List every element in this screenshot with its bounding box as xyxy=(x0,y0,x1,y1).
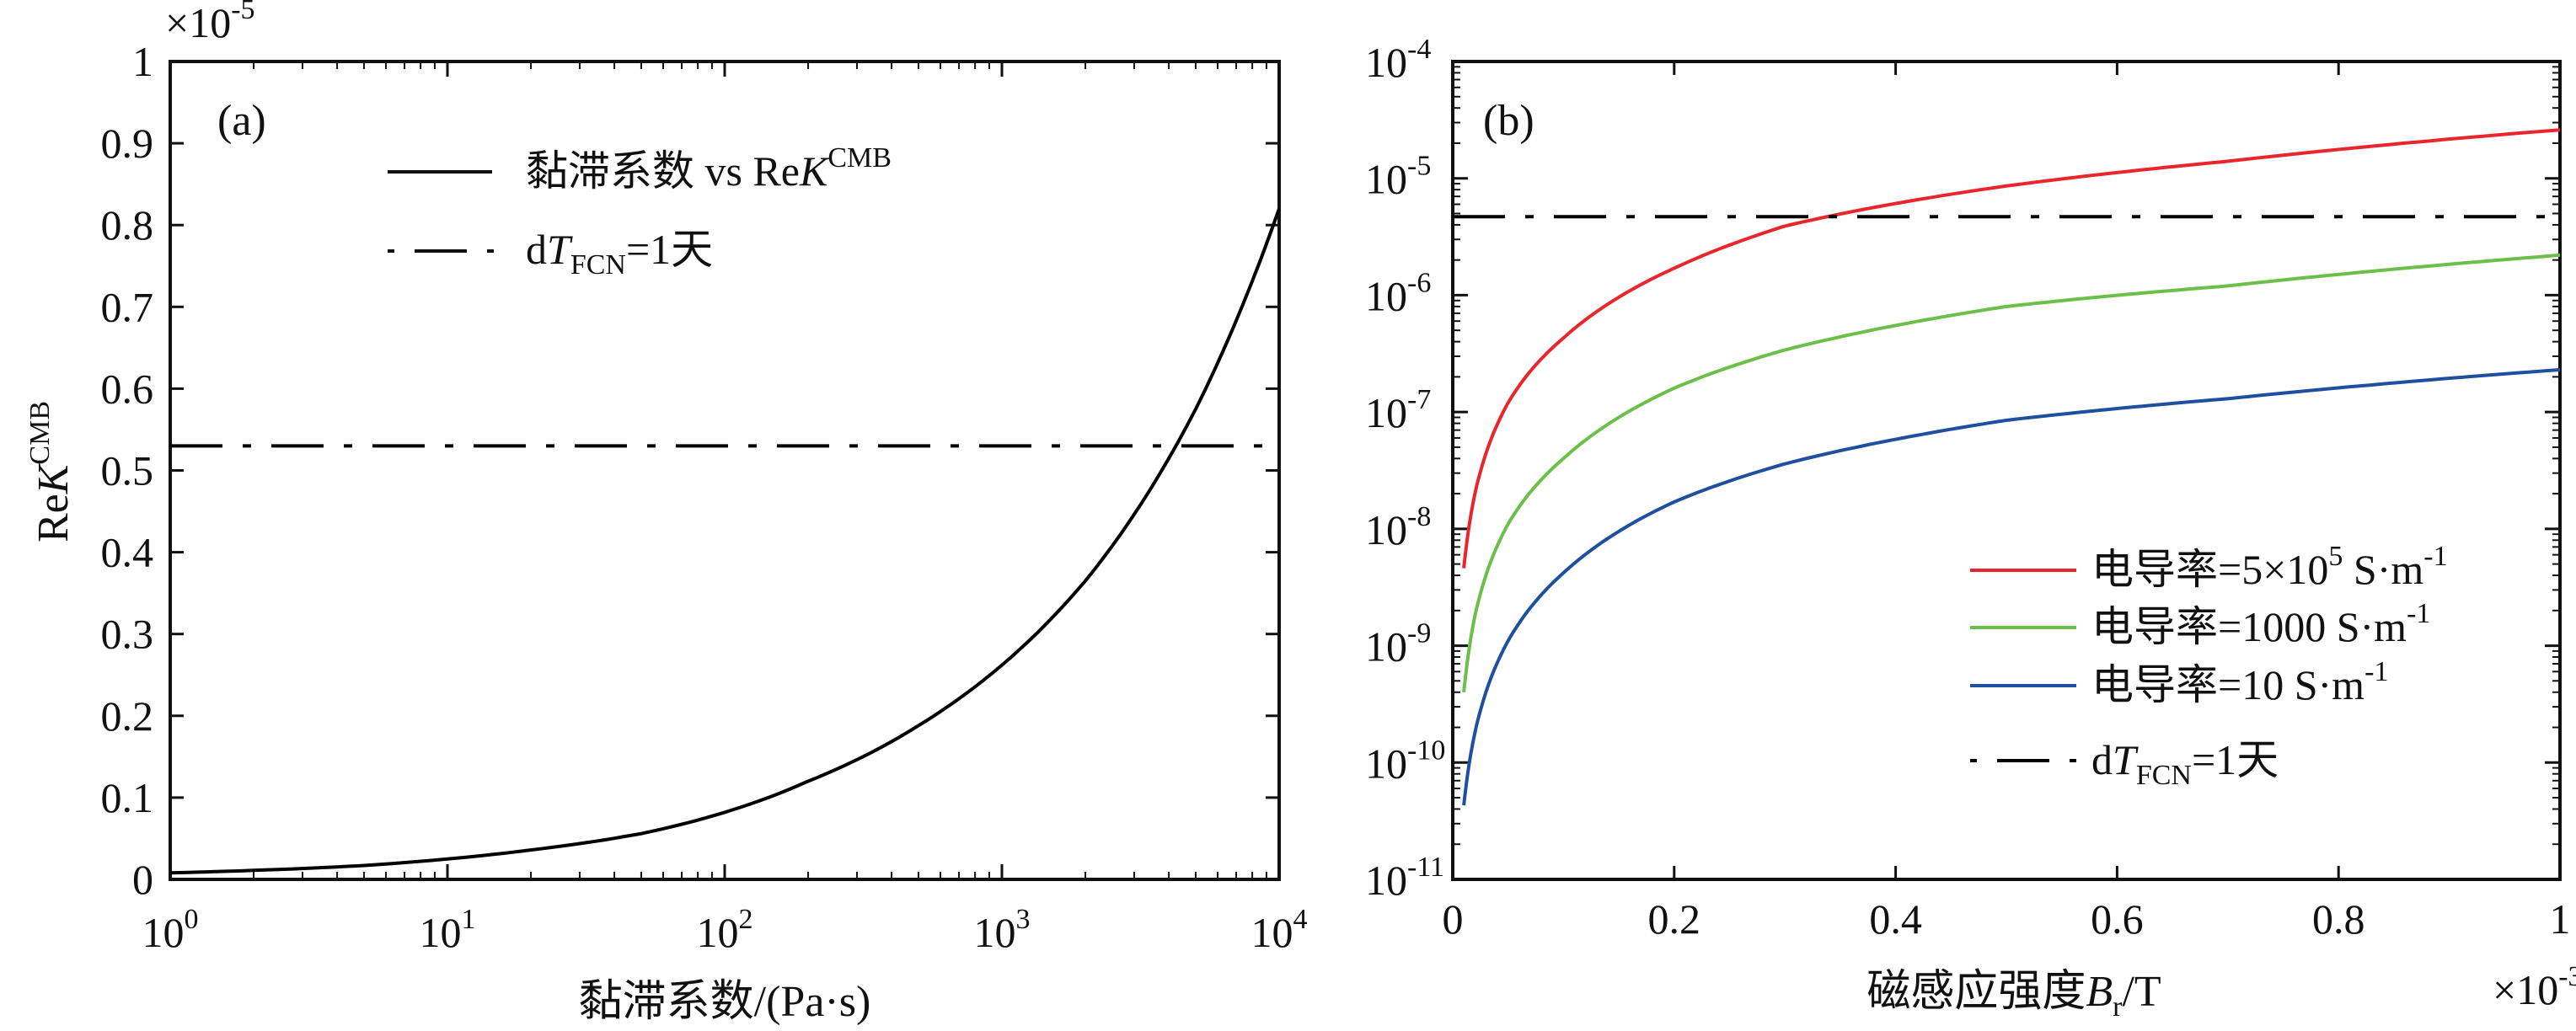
panel-label-b: (b) xyxy=(1483,97,1534,145)
x-tick-label-b: 1 xyxy=(2550,895,2571,943)
y-tick-label-b: 10-5 xyxy=(1365,151,1431,203)
y-multiplier-a: ×10-5 xyxy=(165,0,255,46)
y-tick-label-b: 10-4 xyxy=(1365,34,1431,86)
y-tick-label-a: 0.7 xyxy=(101,283,154,330)
y-tick-label-a: 0.4 xyxy=(101,529,154,576)
y-tick-label-a: 0.8 xyxy=(101,201,154,248)
x-multiplier-b: ×10-3 xyxy=(2493,961,2576,1013)
x-tick-label-b: 0 xyxy=(1443,895,1464,943)
x-axis-label-a: 黏滞系数/(Pa·s) xyxy=(579,978,871,1026)
plot-frame-b xyxy=(1451,60,2562,881)
x-tick-label-a: 100 xyxy=(142,904,199,956)
y-tick-label-a: 1 xyxy=(132,38,153,85)
legend-label-a-0: 黏滞系数 vs ReKCMB xyxy=(526,142,892,195)
y-tick-label-b: 10-10 xyxy=(1365,735,1445,787)
y-tick-label-b: 10-11 xyxy=(1365,852,1444,904)
y-axis-label-a: ReKCMB xyxy=(24,401,78,542)
y-tick-label-a: 0.6 xyxy=(101,365,154,412)
x-tick-label-b: 0.8 xyxy=(2312,895,2365,943)
x-tick-label-a: 103 xyxy=(974,904,1031,956)
y-tick-label-a: 0.1 xyxy=(101,774,154,821)
y-tick-label-b: 10-6 xyxy=(1365,267,1431,319)
y-tick-label-b: 10-9 xyxy=(1365,618,1431,670)
y-tick-label-a: 0.5 xyxy=(101,447,154,494)
x-tick-label-a: 104 xyxy=(1251,904,1308,956)
x-axis-label-b: 磁感应强度Br/T xyxy=(1866,968,2161,1023)
legend-label-b-2: 电导率=10 S·m-1 xyxy=(2091,656,2388,708)
y-tick-label-a: 0.2 xyxy=(101,692,154,740)
y-tick-label-b: 10-7 xyxy=(1365,384,1431,436)
legend-label-a-1: dTFCN=1天 xyxy=(526,226,713,280)
y-tick-label-a: 0.3 xyxy=(101,611,154,658)
y-tick-label-a: 0 xyxy=(132,856,153,903)
y-tick-label-a: 0.9 xyxy=(101,120,154,167)
legend-label-b-1: 电导率=1000 S·m-1 xyxy=(2091,598,2430,650)
series-line-b-2 xyxy=(1462,368,2561,806)
panel-label-a: (a) xyxy=(217,97,266,145)
legend-label-b-3: dTFCN=1天 xyxy=(2091,736,2279,791)
series-line-b-1 xyxy=(1462,253,2561,693)
x-tick-label-a: 101 xyxy=(420,904,476,956)
x-tick-label-b: 0.6 xyxy=(2091,895,2144,943)
x-tick-label-b: 0.2 xyxy=(1648,895,1701,943)
x-tick-label-a: 102 xyxy=(697,904,753,956)
legend-label-b-0: 电导率=5×105 S·m-1 xyxy=(2091,541,2448,593)
series-line-b-0 xyxy=(1462,128,2561,569)
y-tick-label-b: 10-8 xyxy=(1365,501,1431,553)
series-line-a-0 xyxy=(169,208,1281,875)
x-tick-label-b: 0.4 xyxy=(1869,895,1922,943)
